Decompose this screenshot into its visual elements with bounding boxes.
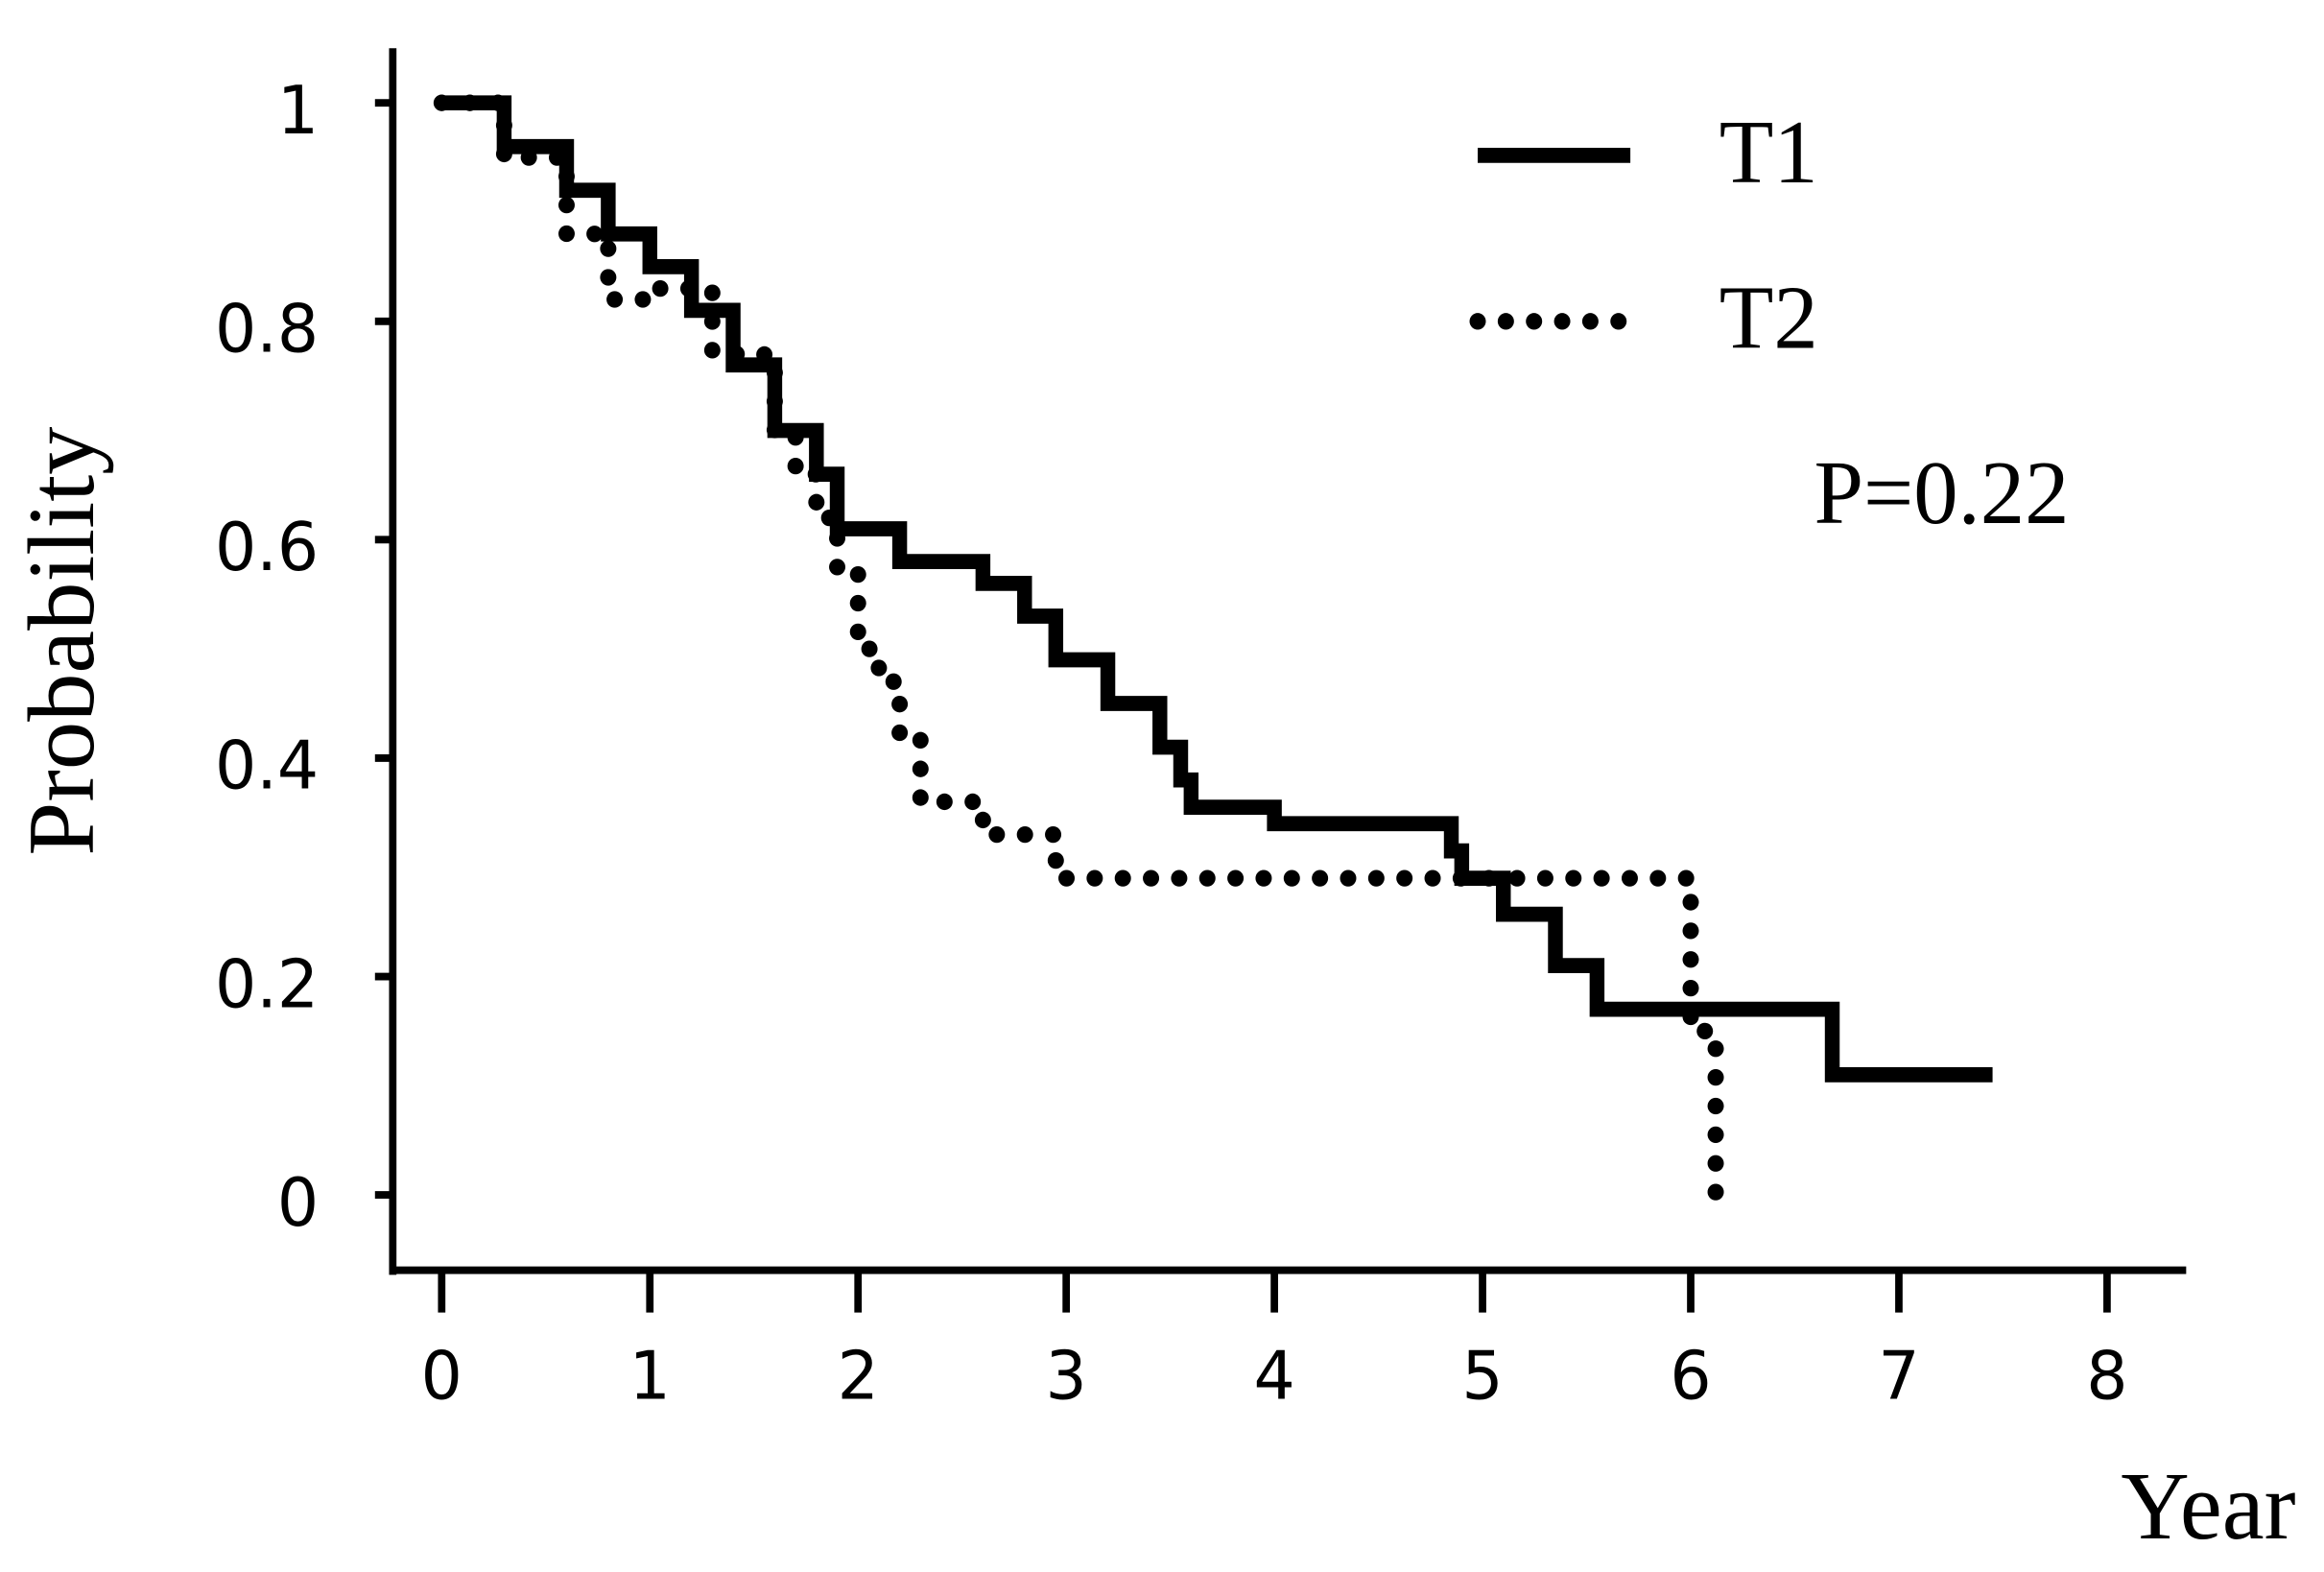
- x-tick-label: 0: [421, 1338, 462, 1416]
- survival-curve: [441, 95, 1993, 1083]
- x-tick-label: 3: [1046, 1338, 1087, 1416]
- x-tick-label: 8: [2086, 1338, 2127, 1416]
- y-tick-label: 0.4: [215, 727, 319, 805]
- legend-label: T2: [1719, 269, 1818, 369]
- x-tick-label: 4: [1253, 1338, 1294, 1416]
- y-tick-label: 1: [277, 72, 319, 150]
- y-tick-label: 0.8: [215, 291, 319, 369]
- survival-curve: [433, 94, 1724, 1203]
- x-tick-label: 5: [1461, 1338, 1503, 1416]
- x-tick-label: 6: [1670, 1338, 1711, 1416]
- p-value: P=0.22: [1814, 443, 2069, 543]
- x-tick-label: 2: [838, 1338, 879, 1416]
- y-tick-label: 0.6: [215, 510, 319, 587]
- legend-label: T1: [1719, 103, 1818, 202]
- y-axis-label: Probability: [9, 426, 114, 855]
- y-tick-label: 0: [277, 1164, 319, 1242]
- x-axis-label: Year: [2121, 1452, 2295, 1560]
- y-tick-label: 0.2: [215, 946, 319, 1024]
- x-tick-label: 7: [1878, 1338, 1919, 1416]
- x-tick-label: 1: [629, 1338, 671, 1416]
